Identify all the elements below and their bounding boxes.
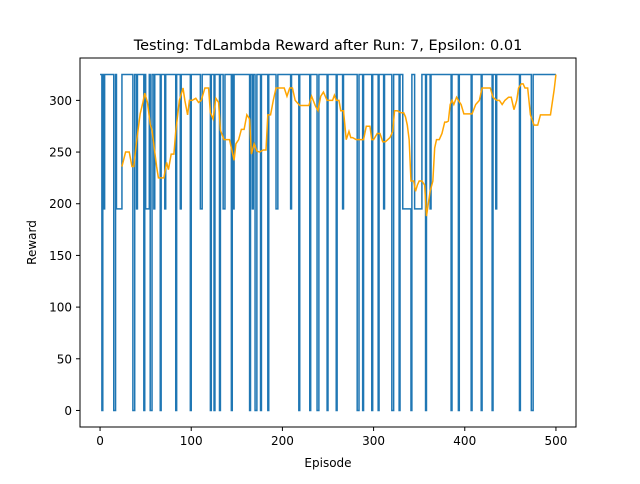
plot-marks	[100, 73, 557, 412]
y-axis-label: Reward	[25, 220, 39, 265]
x-tick-label: 400	[453, 434, 476, 448]
chart-title: Testing: TdLambda Reward after Run: 7, E…	[133, 38, 523, 54]
y-tick-label: 0	[64, 404, 72, 418]
y-tick-label: 150	[49, 249, 72, 263]
plot-frame	[79, 57, 577, 428]
x-tick-label: 500	[544, 434, 567, 448]
y-tick-label: 300	[49, 94, 72, 108]
reward-series-line	[100, 73, 556, 412]
x-tick-label: 200	[271, 434, 294, 448]
x-axis-label: Episode	[304, 456, 351, 470]
x-axis: 0 100 200 300 400 500	[96, 427, 567, 448]
y-tick-label: 100	[49, 301, 72, 315]
y-tick-label: 250	[49, 146, 72, 160]
y-tick-label: 200	[49, 197, 72, 211]
y-tick-label: 50	[57, 352, 72, 366]
smoothed-series-line	[121, 74, 557, 217]
x-tick-label: 0	[96, 434, 104, 448]
x-tick-label: 300	[362, 434, 385, 448]
x-tick-label: 100	[180, 434, 203, 448]
y-axis: 0 50 100 150 200 250 300	[49, 94, 80, 418]
